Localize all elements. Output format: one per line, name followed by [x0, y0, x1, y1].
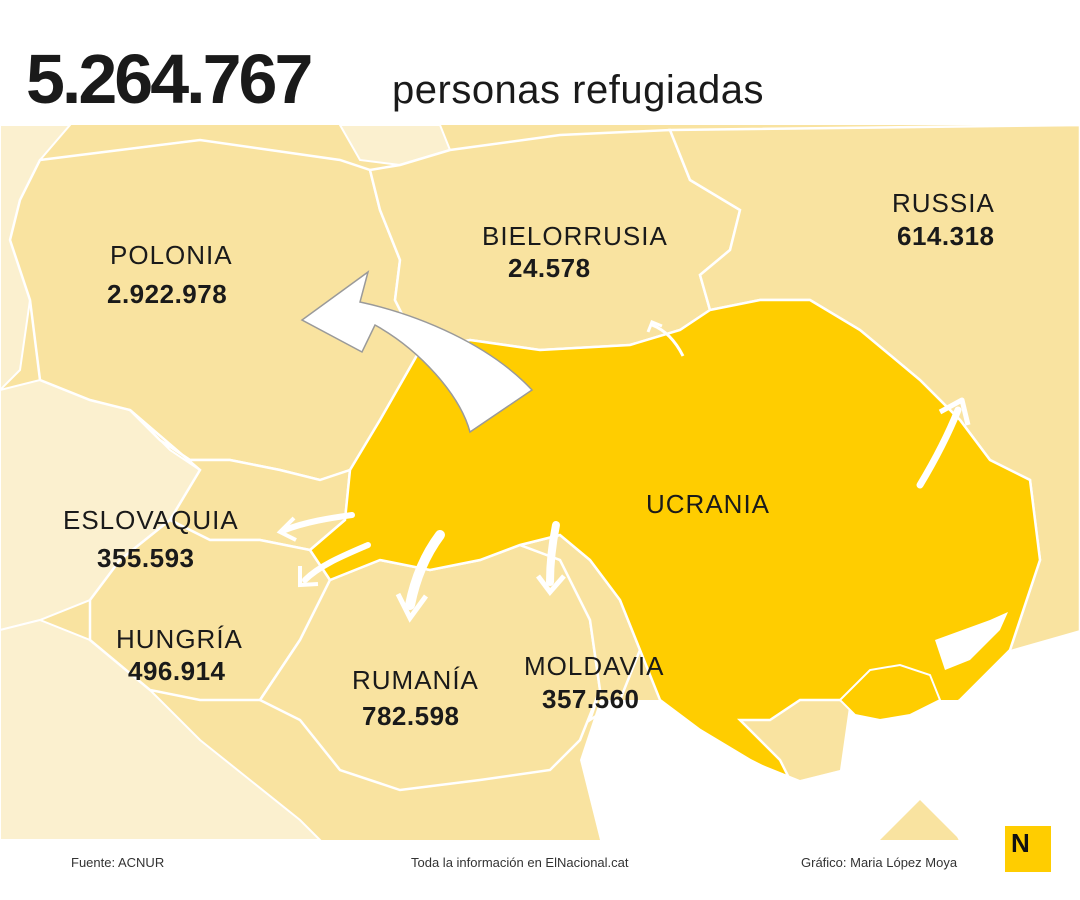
- value-hungria: 496.914: [128, 656, 226, 686]
- arrow-to-moldova: [546, 521, 560, 586]
- label-russia: RUSSIA: [892, 188, 995, 218]
- arrow-to-romania: [405, 530, 445, 610]
- label-moldavia: MOLDAVIA: [524, 651, 665, 681]
- label-rumania: RUMANÍA: [352, 665, 479, 695]
- page-subtitle: personas refugiadas: [392, 68, 764, 112]
- label-eslovaquia: ESLOVAQUIA: [63, 505, 239, 535]
- arrow-to-romania-head: [395, 592, 429, 623]
- arrow-to-slovakia-head: [276, 516, 297, 542]
- value-rumania: 782.598: [362, 701, 460, 731]
- footer-credit: Gráfico: Maria López Moya: [801, 855, 958, 870]
- footer-source: Fuente: ACNUR: [71, 855, 165, 870]
- arrow-to-moldova-head: [536, 574, 566, 596]
- arrow-to-hungary: [302, 542, 371, 583]
- label-bielorrusia: BIELORRUSIA: [482, 221, 668, 251]
- value-eslovaquia: 355.593: [97, 543, 195, 573]
- azov-sea: [935, 612, 1008, 670]
- crimea-region: [838, 663, 942, 722]
- label-polonia: POLONIA: [110, 240, 233, 270]
- black-sea: [580, 630, 1080, 840]
- value-bielorrusia: 24.578: [508, 253, 591, 283]
- value-russia: 614.318: [897, 221, 995, 251]
- arrow-to-poland: [300, 270, 534, 434]
- elnacional-logo: N: [1005, 826, 1051, 872]
- arrow-to-hungary-head: [298, 566, 319, 588]
- arrow-to-belarus: [651, 323, 685, 357]
- arrow-to-belarus-head: [646, 320, 663, 333]
- ukraine-region: [308, 298, 1042, 783]
- arrow-to-russia: [916, 406, 962, 489]
- footer-info: Toda la información en ElNacional.cat: [411, 855, 629, 870]
- label-hungria: HUNGRÍA: [116, 624, 243, 654]
- value-polonia: 2.922.978: [107, 279, 228, 309]
- value-moldavia: 357.560: [542, 684, 640, 714]
- arrow-to-slovakia: [282, 512, 355, 533]
- label-ucrania: UCRANIA: [646, 489, 771, 519]
- footer-band: [0, 840, 1080, 900]
- arrow-to-russia-head: [938, 397, 971, 426]
- total-refugees: 5.264.767: [26, 40, 313, 118]
